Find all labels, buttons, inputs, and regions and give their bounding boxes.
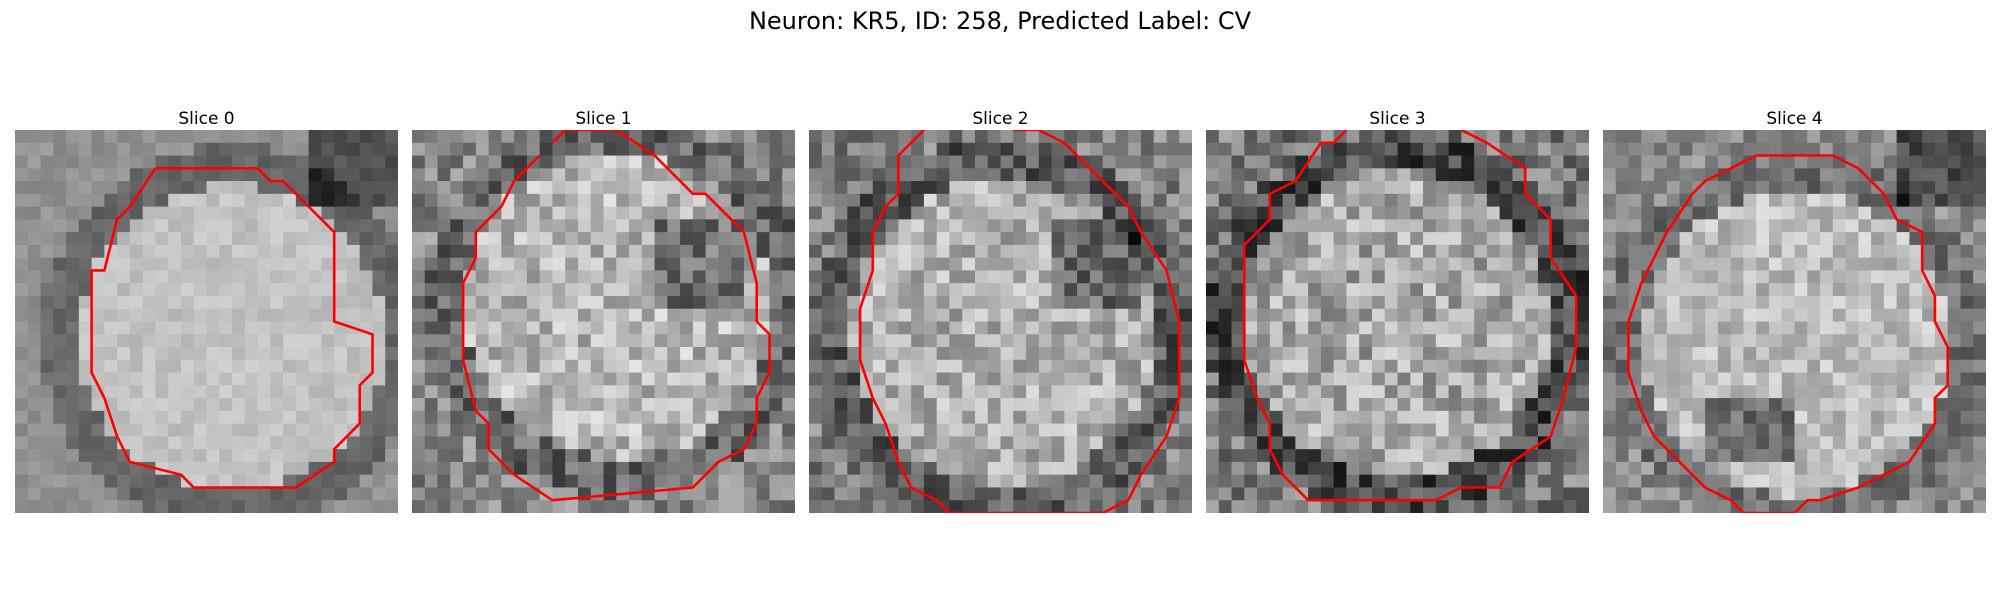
slice-title-4: Slice 4 bbox=[1766, 109, 1823, 129]
roi-contour bbox=[1627, 154, 1950, 513]
roi-contour bbox=[1242, 130, 1578, 502]
slice-image-0 bbox=[15, 130, 398, 513]
slice-panel-0: Slice 0 bbox=[15, 108, 398, 513]
slice-image-2 bbox=[809, 130, 1192, 513]
pixel-grid bbox=[15, 130, 398, 513]
roi-contour bbox=[858, 130, 1181, 513]
slice-title-3: Slice 3 bbox=[1369, 109, 1426, 129]
roi-contour bbox=[461, 130, 771, 502]
slice-title-1: Slice 1 bbox=[575, 109, 632, 129]
pixel-grid bbox=[1206, 130, 1589, 513]
pixel-grid bbox=[809, 130, 1192, 513]
slice-title-0: Slice 0 bbox=[178, 109, 235, 129]
roi-contour bbox=[90, 166, 374, 489]
slice-panel-1: Slice 1 bbox=[412, 108, 795, 513]
slice-panel-4: Slice 4 bbox=[1603, 108, 1986, 513]
figure-title: Neuron: KR5, ID: 258, Predicted Label: C… bbox=[748, 7, 1252, 35]
slice-image-1 bbox=[412, 130, 795, 513]
pixel-grid bbox=[1603, 130, 1986, 513]
slice-title-2: Slice 2 bbox=[972, 109, 1029, 129]
pixel-grid bbox=[412, 130, 795, 513]
slice-image-4 bbox=[1603, 130, 1986, 513]
slice-panel-3: Slice 3 bbox=[1206, 108, 1589, 513]
slice-panel-2: Slice 2 bbox=[809, 108, 1192, 513]
slice-image-3 bbox=[1206, 130, 1589, 513]
